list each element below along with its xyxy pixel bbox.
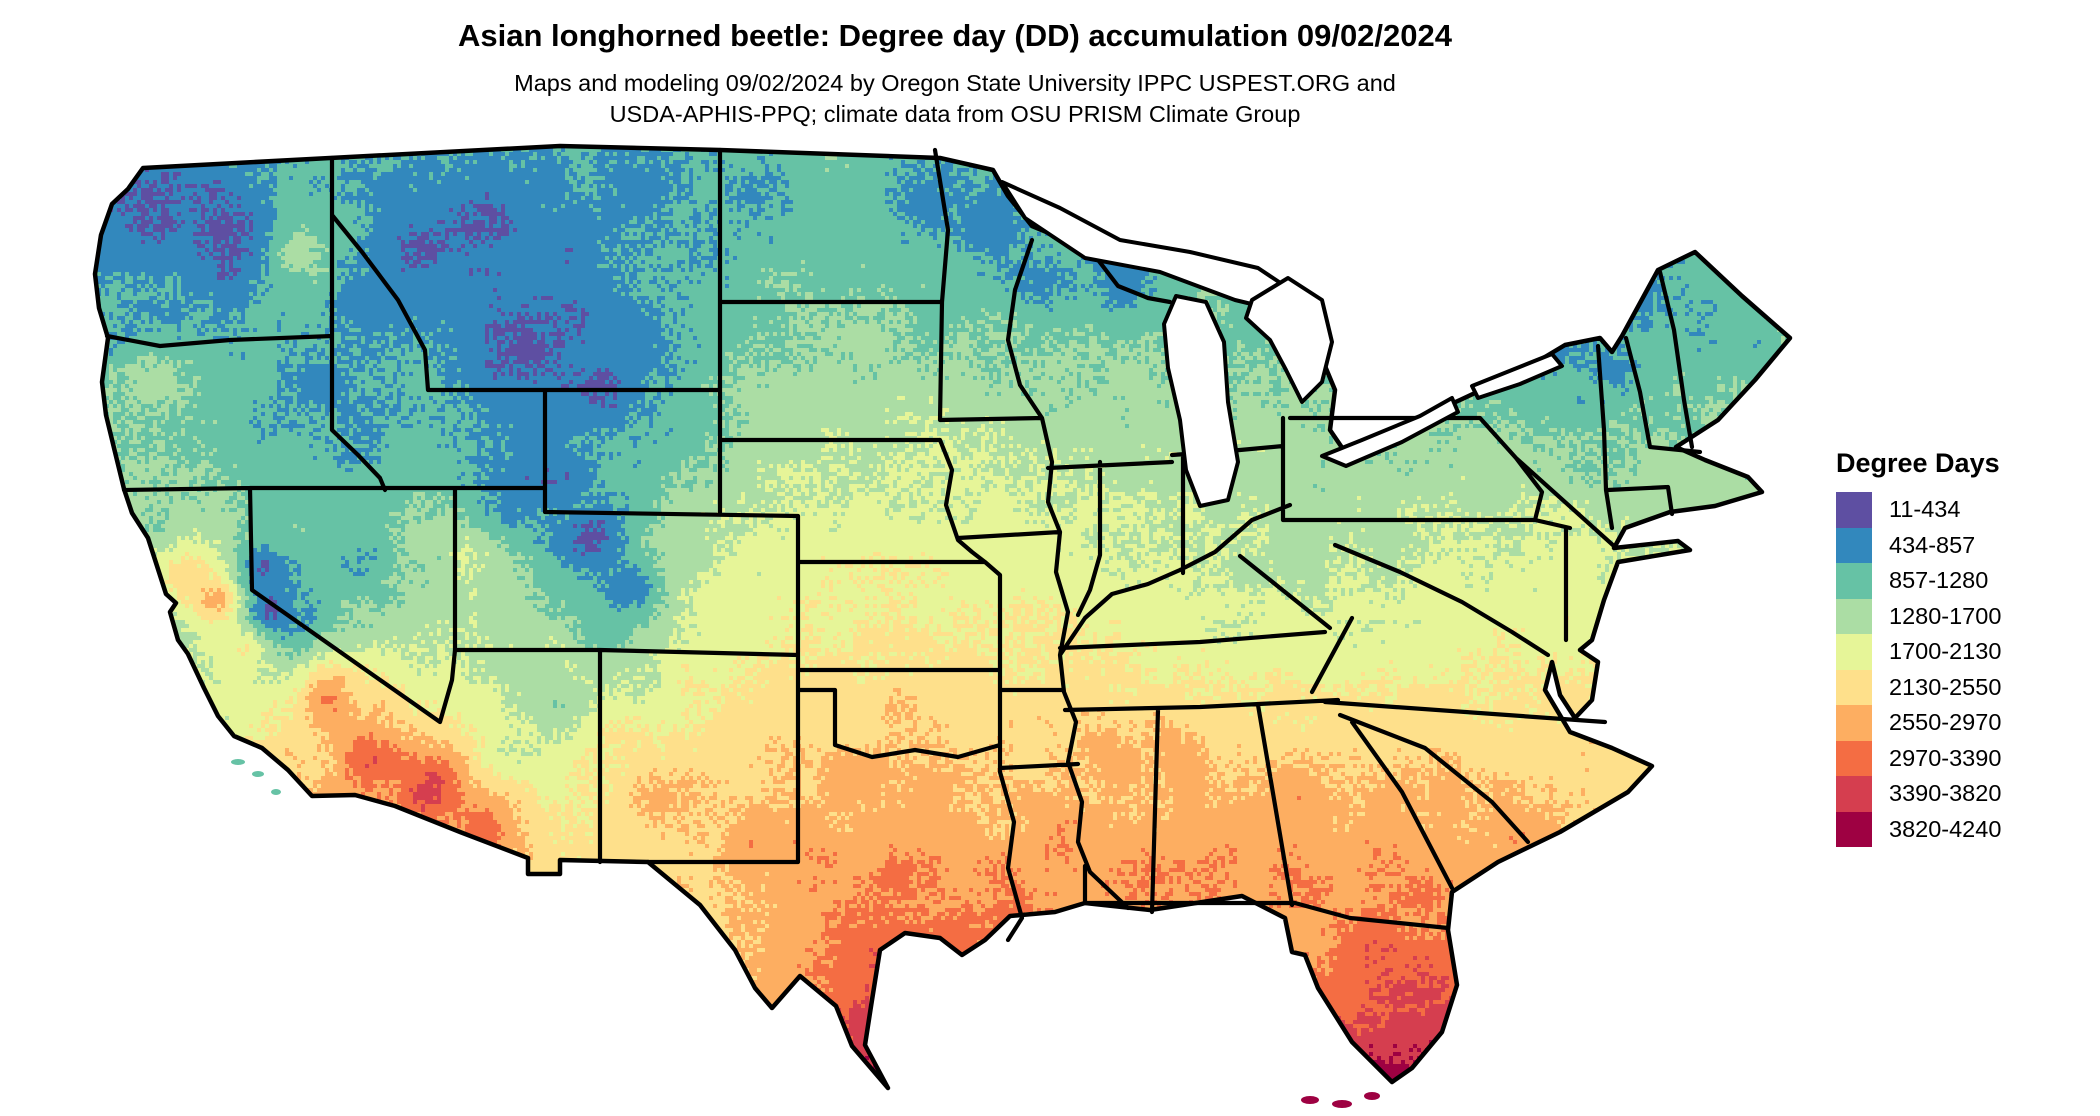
legend-row: 2550-2970 xyxy=(1836,705,2001,741)
legend-swatch xyxy=(1836,811,1872,847)
legend-swatch xyxy=(1836,634,1872,670)
legend-title: Degree Days xyxy=(1836,448,2000,478)
legend-row: 434-857 xyxy=(1836,527,2001,563)
legend-class-label: 434-857 xyxy=(1889,531,1976,558)
legend-row: 857-1280 xyxy=(1836,563,2001,599)
legend-row: 11-434 xyxy=(1836,492,2001,528)
state-borders xyxy=(104,147,1703,943)
legend-swatch xyxy=(1836,740,1872,776)
lake-erie xyxy=(1320,396,1460,468)
legend-swatch xyxy=(1836,598,1872,634)
legend-row: 3390-3820 xyxy=(1836,776,2001,812)
lake-huron xyxy=(1244,276,1334,404)
legend-row: 1700-2130 xyxy=(1836,634,2001,670)
subtitle-line-1: Maps and modeling 09/02/2024 by Oregon S… xyxy=(514,70,1396,96)
legend-row: 1280-1700 xyxy=(1836,598,2002,634)
degree-days-legend: Degree Days 11-434 434-857 857-1280 1280-17… xyxy=(1836,448,2001,847)
degree-day-raster xyxy=(95,146,1790,1088)
legend-class-label: 2130-2550 xyxy=(1889,673,2002,700)
legend-swatch xyxy=(1836,563,1872,599)
legend-class-label: 2970-3390 xyxy=(1889,744,2002,771)
legend-swatch xyxy=(1836,669,1872,705)
legend-swatch xyxy=(1836,492,1872,528)
legend-class-label: 11-434 xyxy=(1889,496,1961,523)
great-lakes xyxy=(1000,180,1564,508)
legend-class-label: 3820-4240 xyxy=(1889,815,2002,842)
channel-islands xyxy=(231,759,281,795)
legend-swatch xyxy=(1836,776,1872,812)
legend-class-label: 857-1280 xyxy=(1889,567,1989,594)
map-header: Asian longhorned beetle: Degree day (DD)… xyxy=(170,18,1740,130)
legend-class-label: 1700-2130 xyxy=(1889,638,2002,665)
legend-rows: 11-434 434-857 857-1280 1280-1700 1700-2130 2… xyxy=(1836,492,2001,847)
subtitle-line-2: USDA-APHIS-PPQ; climate data from OSU PR… xyxy=(609,101,1301,127)
legend-row: 2970-3390 xyxy=(1836,740,2002,776)
page-title: Asian longhorned beetle: Degree day (DD)… xyxy=(457,18,1452,53)
lake-michigan xyxy=(1162,294,1240,508)
legend-class-label: 3390-3820 xyxy=(1889,780,2002,807)
florida-keys xyxy=(1301,1092,1380,1108)
legend-row: 3820-4240 xyxy=(1836,811,2002,847)
legend-class-label: 1280-1700 xyxy=(1889,602,2002,629)
legend-swatch xyxy=(1836,527,1872,563)
legend-class-label: 2550-2970 xyxy=(1889,709,2002,736)
legend-row: 2130-2550 xyxy=(1836,669,2002,705)
legend-swatch xyxy=(1836,705,1872,741)
lake-ontario xyxy=(1470,352,1564,400)
